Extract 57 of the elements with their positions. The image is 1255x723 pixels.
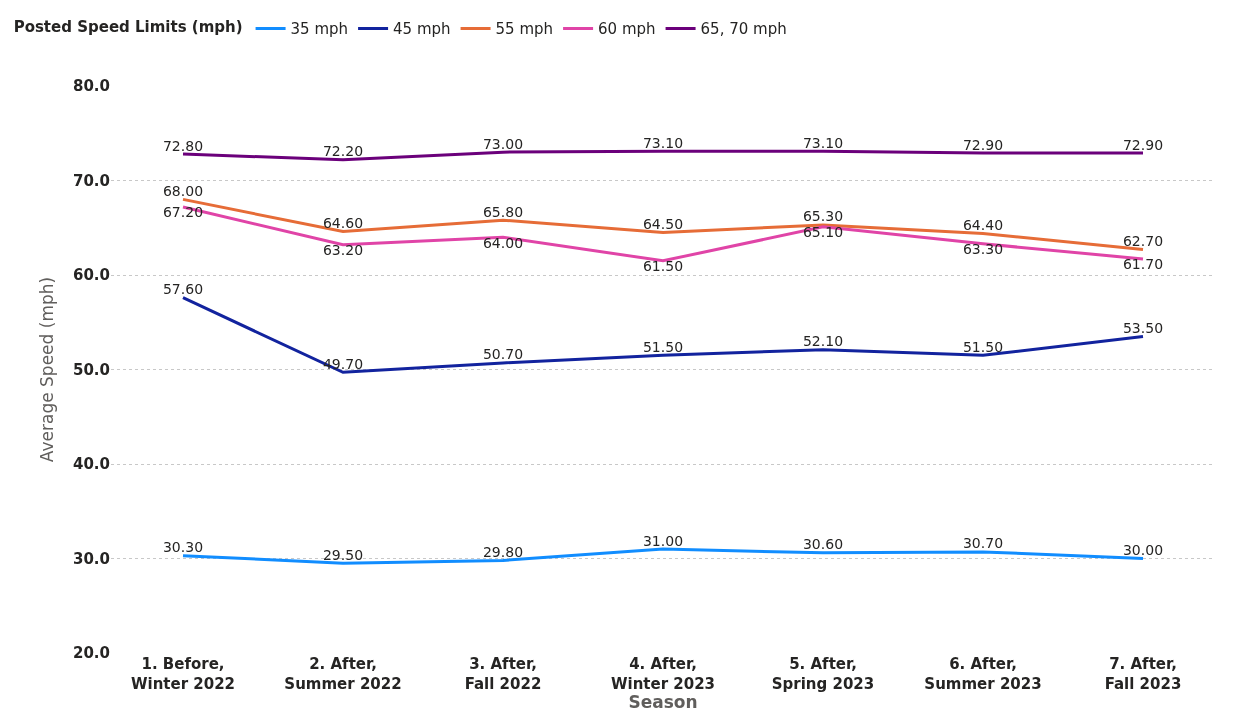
data-label: 61.70 [1122,256,1164,273]
data-label: 72.90 [962,136,1004,153]
x-tick-label: 2. After, Summer 2022 [284,655,402,693]
data-label: 51.50 [642,338,684,355]
data-label: 63.30 [962,241,1004,258]
y-tick-label: 50.0 [72,360,110,379]
data-label: 64.40 [962,216,1004,233]
data-label: 49.70 [322,355,364,372]
data-label: 61.50 [642,258,684,275]
data-label: 30.30 [162,539,204,556]
data-label: 65.10 [802,224,844,241]
y-tick-label: 60.0 [72,266,110,285]
data-label: 72.20 [322,143,364,160]
data-label: 68.00 [162,182,204,199]
data-label: 29.50 [322,546,364,563]
y-tick-label: 70.0 [72,171,110,190]
x-tick-label: 4. After, Winter 2023 [610,655,716,693]
x-tick-label: 7. After, Fall 2023 [1104,655,1182,693]
data-label: 64.50 [642,215,684,232]
legend-label: 45 mph [393,20,451,39]
data-label: 53.50 [1122,319,1164,336]
y-axis-title: Average Speed (mph) [36,276,57,463]
data-label: 31.00 [642,532,684,549]
data-label: 63.20 [322,242,364,259]
data-label: 62.70 [1122,232,1164,249]
data-label: 73.00 [482,135,524,152]
data-label: 64.00 [482,234,524,251]
data-label: 73.10 [642,134,684,151]
data-label: 72.80 [162,137,204,154]
data-label: 50.70 [482,346,524,363]
data-label: 51.50 [962,338,1004,355]
data-label: 30.60 [802,536,844,553]
x-tick-label: 3. After, Fall 2022 [464,655,542,693]
legend-label: 60 mph [598,20,656,39]
data-label: 29.80 [482,543,524,560]
data-label: 65.80 [482,203,524,220]
x-tick-label: 5. After, Spring 2023 [771,655,875,693]
data-label: 30.00 [1122,542,1164,558]
x-tick-label: 1. Before, Winter 2022 [130,655,236,693]
legend-label: 35 mph [290,20,349,39]
legend-label: 65, 70 mph [700,20,787,39]
data-label: 67.20 [162,204,204,221]
data-label: 57.60 [162,281,204,298]
legend-title: Posted Speed Limits (mph) [13,17,243,36]
data-label: 52.10 [802,333,844,350]
data-label: 65.30 [802,208,844,225]
x-tick-label: 6. After, Summer 2023 [924,655,1042,693]
y-tick-label: 80.0 [72,77,110,96]
y-tick-label: 40.0 [72,455,110,474]
data-label: 30.70 [962,535,1004,552]
data-label: 64.60 [322,215,364,232]
y-tick-label: 20.0 [72,644,110,663]
data-label: 73.10 [802,134,844,151]
y-tick-label: 30.0 [72,549,110,568]
data-label: 72.90 [1122,136,1164,153]
legend-label: 55 mph [495,20,554,39]
x-axis-title: Season [628,692,698,713]
